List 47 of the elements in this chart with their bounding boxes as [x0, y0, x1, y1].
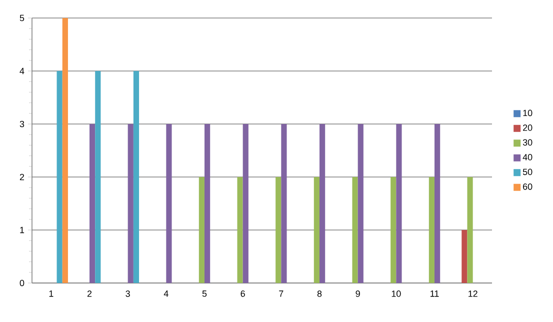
y-tick-label: 5 — [20, 14, 24, 22]
bar — [428, 177, 435, 283]
x-tick-label: 6 — [240, 290, 245, 297]
x-tick-label: 1 — [49, 290, 54, 297]
bar — [204, 124, 210, 283]
bar — [133, 71, 140, 283]
x-tick-label: 7 — [279, 290, 284, 297]
y-tick-label: 2 — [20, 174, 24, 180]
bar — [62, 18, 68, 283]
y-tick-label: 3 — [20, 120, 24, 128]
bar — [237, 177, 243, 283]
bar — [396, 124, 402, 283]
legend-label: 60 — [523, 183, 532, 190]
y-tick-label: 0 — [20, 280, 24, 286]
legend-label: 40 — [522, 154, 532, 160]
x-tick-label: 8 — [317, 290, 322, 297]
bar — [166, 124, 172, 283]
x-tick-label: 3 — [126, 290, 130, 297]
legend-label: 20 — [523, 124, 532, 131]
bar — [314, 177, 320, 283]
bar — [462, 230, 468, 283]
bar — [90, 124, 96, 283]
x-tick-label: 2 — [87, 290, 92, 297]
bar — [276, 177, 282, 283]
x-tick-label: 12 — [468, 290, 478, 297]
bar — [281, 124, 287, 283]
legend-label: 50 — [522, 168, 532, 176]
legend-label: 30 — [522, 139, 532, 146]
bar — [390, 177, 396, 283]
bar — [434, 124, 440, 283]
x-tick-label: 5 — [202, 290, 207, 297]
bar — [56, 71, 62, 283]
bar — [95, 71, 101, 283]
legend-label: 10 — [523, 110, 532, 116]
bar — [242, 124, 248, 283]
bar — [467, 177, 473, 283]
y-tick-label: 4 — [20, 68, 24, 74]
bar — [198, 177, 204, 283]
x-tick-label: 10 — [392, 290, 401, 297]
x-tick-label: 11 — [430, 290, 439, 297]
bar — [352, 177, 358, 283]
y-tick-label: 1 — [20, 226, 24, 234]
bar — [128, 124, 134, 283]
x-tick-label: 9 — [356, 290, 360, 297]
bar — [358, 124, 364, 283]
x-tick-label: 4 — [164, 290, 168, 297]
bar — [320, 124, 326, 283]
